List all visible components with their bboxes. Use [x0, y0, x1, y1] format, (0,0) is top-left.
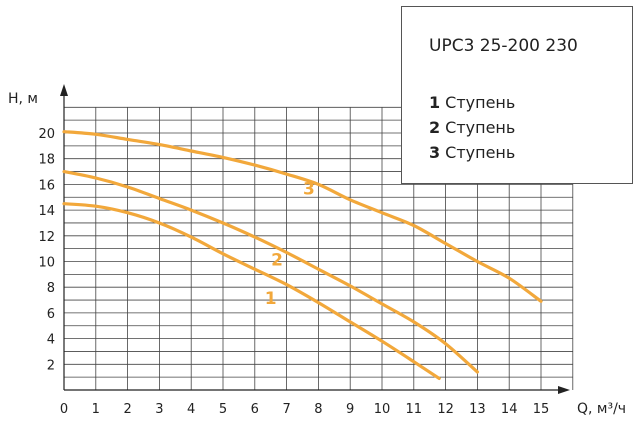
- y-tick-label: 8: [47, 281, 55, 296]
- curve-2: [62, 170, 479, 374]
- x-axis-arrow: [558, 386, 570, 394]
- x-tick-label: 13: [469, 402, 486, 417]
- legend-number-3: 3: [429, 143, 441, 162]
- y-tick-label: 20: [38, 127, 55, 142]
- y-axis-arrow: [60, 84, 68, 96]
- x-tick-label: 3: [155, 402, 163, 417]
- x-tick-label: 10: [374, 402, 391, 417]
- axes: [60, 84, 570, 394]
- legend-label-3: Ступень: [445, 143, 516, 162]
- x-tick-label: 4: [187, 402, 195, 417]
- legend: UPC3 25-200 230 1 Ступень 2 Ступень 3 Ступе…: [401, 6, 633, 184]
- curve-label-1: 1: [265, 289, 277, 309]
- x-tick-label: 11: [406, 402, 423, 417]
- legend-title: UPC3 25-200 230: [429, 36, 578, 56]
- x-tick-label: 1: [92, 402, 100, 417]
- curve-3: [62, 130, 543, 303]
- x-tick-label: 9: [346, 402, 354, 417]
- x-axis-label: Q, м³/ч: [577, 401, 626, 417]
- x-tick-label: 5: [219, 402, 227, 417]
- x-tick-label: 15: [533, 402, 550, 417]
- x-tick-label: 8: [314, 402, 322, 417]
- y-tick-label: 18: [38, 153, 55, 168]
- x-tick-label: 0: [60, 402, 68, 417]
- y-tick-label: 2: [47, 358, 55, 373]
- y-axis-label: H, м: [8, 91, 38, 107]
- curve-1: [62, 202, 441, 380]
- legend-label-2: Ступень: [445, 118, 516, 137]
- y-tick-label: 12: [38, 230, 55, 245]
- legend-item-3: 3 Ступень: [429, 143, 515, 162]
- curves: 1 2 3: [62, 130, 543, 380]
- y-tick-label: 10: [38, 256, 55, 271]
- y-tick-label: 16: [38, 178, 55, 193]
- x-tick-label: 6: [251, 402, 259, 417]
- y-tick-label: 14: [38, 204, 55, 219]
- curve-label-3: 3: [303, 180, 315, 200]
- x-tick-label: 12: [437, 402, 454, 417]
- legend-item-2: 2 Ступень: [429, 118, 515, 137]
- y-tick-label: 6: [47, 307, 55, 322]
- legend-item-1: 1 Ступень: [429, 93, 515, 112]
- curve-label-2: 2: [271, 250, 283, 270]
- y-tick-label: 4: [47, 333, 55, 348]
- legend-label-1: Ступень: [445, 93, 516, 112]
- legend-number-2: 2: [429, 118, 441, 137]
- legend-number-1: 1: [429, 93, 441, 112]
- x-tick-label: 7: [282, 402, 290, 417]
- x-tick-label: 14: [501, 402, 518, 417]
- x-tick-label: 2: [123, 402, 131, 417]
